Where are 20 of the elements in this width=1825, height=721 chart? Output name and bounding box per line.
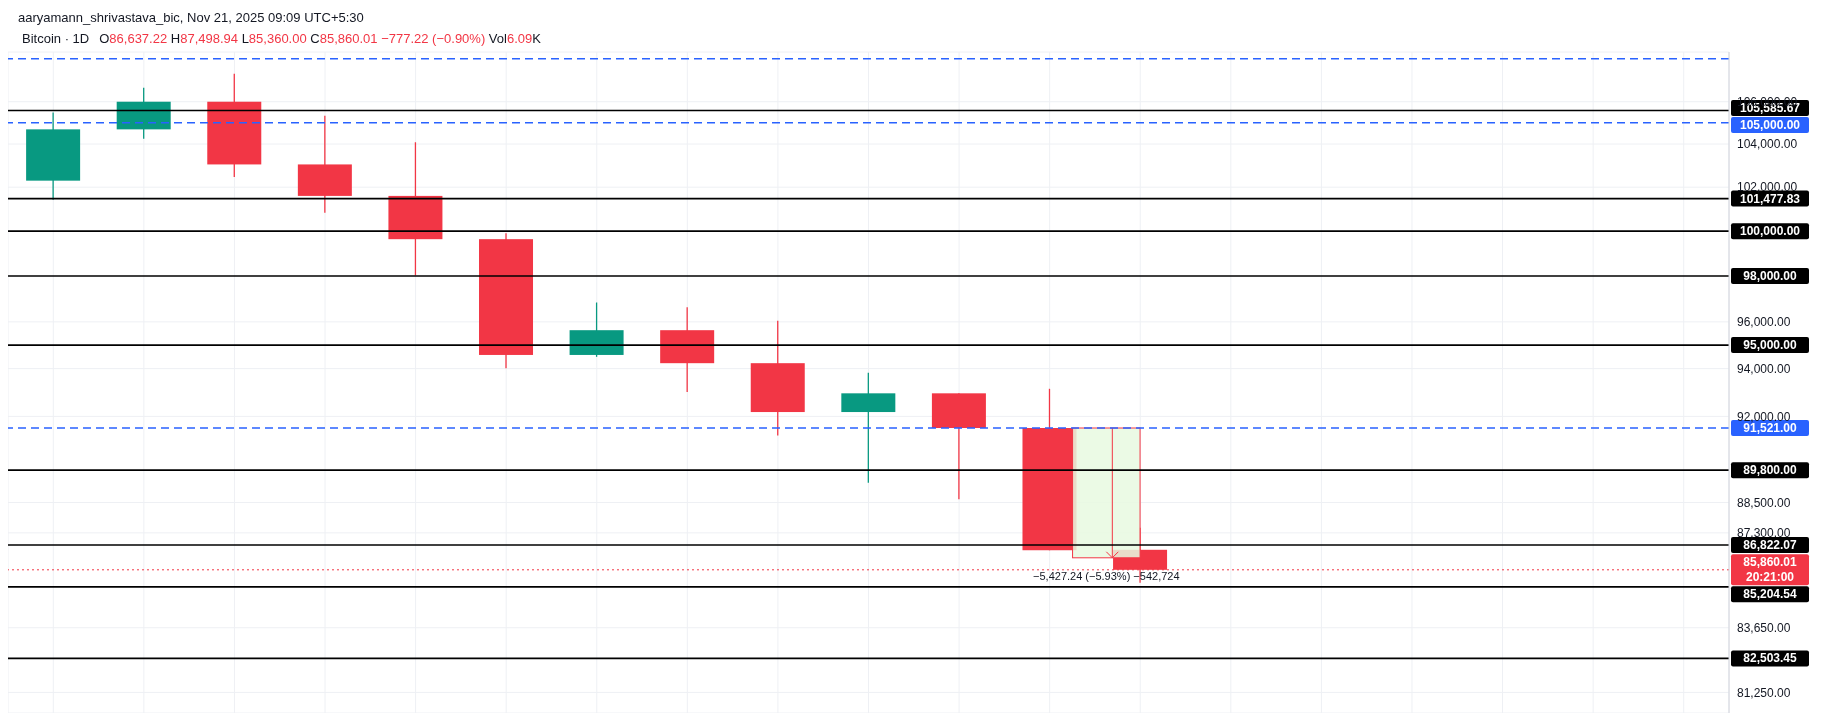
y-tick-label: 87,300.00 xyxy=(1737,526,1791,541)
y-tick-label: 88,500.00 xyxy=(1737,495,1791,510)
chart-title: Bitcoin · 1D xyxy=(22,31,90,46)
text: aaryamann_shrivastava_bic, Nov 21, 2025 09:09 UTC+5:30 xyxy=(18,10,364,25)
y-tick-label: 94,000.00 xyxy=(1737,361,1791,376)
ref-line-label: 100,000.00 xyxy=(1739,224,1801,239)
y-tick-label: 83,650.00 xyxy=(1737,621,1791,635)
ref-line-label: 86,822.07 xyxy=(1743,538,1798,553)
ref-line-label: 85,204.54 xyxy=(1743,587,1798,602)
y-tick-label: 96,000.00 xyxy=(1737,315,1791,330)
ref-line-label: 89,800.00 xyxy=(1743,463,1798,478)
ref-line-label: 95,000.00 xyxy=(1743,338,1798,353)
y-tick-label: 81,250.00 xyxy=(1737,685,1791,700)
ref-line-label: 98,000.00 xyxy=(1743,269,1798,284)
y-tick-label: 92,000.00 xyxy=(1737,409,1791,424)
ref-line-label: 85,860.01 20:21:00 xyxy=(1743,555,1798,585)
ref-line-label: 82,503.45 xyxy=(1743,651,1798,666)
ref-line-label: 105,000.00 xyxy=(1739,118,1801,133)
text: O86,637.22 H87,498.94 L85,360.00 C85,860.01 −777.22 (−0.90%) Vol6.09K xyxy=(99,31,541,46)
y-tick-label: 104,000.00 xyxy=(1737,137,1798,152)
